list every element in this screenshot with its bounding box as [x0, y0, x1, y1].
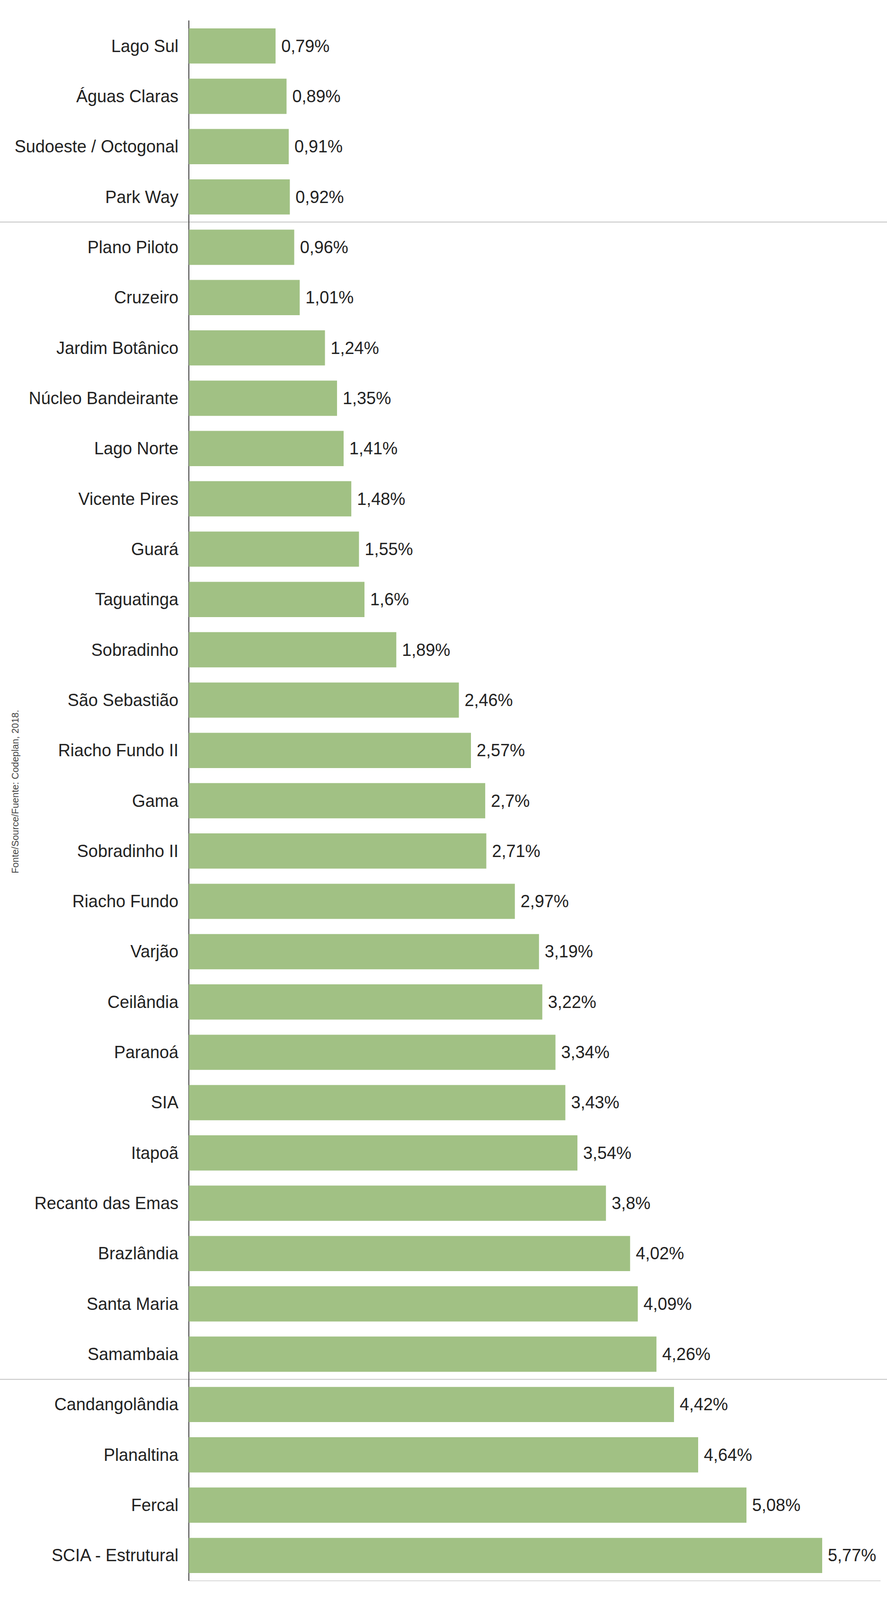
svg-text:3,22%: 3,22% — [548, 992, 597, 1012]
svg-text:Cruzeiro: Cruzeiro — [114, 287, 179, 308]
svg-text:0,89%: 0,89% — [292, 86, 341, 107]
svg-text:São Sebastião: São Sebastião — [67, 690, 179, 710]
svg-text:2,46%: 2,46% — [464, 690, 513, 710]
svg-text:2,97%: 2,97% — [520, 891, 569, 912]
svg-text:1,48%: 1,48% — [356, 489, 406, 509]
svg-text:Varjão: Varjão — [130, 941, 179, 962]
svg-text:2,71%: 2,71% — [491, 841, 541, 861]
svg-text:3,54%: 3,54% — [583, 1143, 632, 1163]
svg-text:Itapoã: Itapoã — [131, 1143, 179, 1163]
svg-text:5,08%: 5,08% — [752, 1495, 801, 1516]
svg-text:Lago Norte: Lago Norte — [94, 438, 179, 459]
svg-text:4,42%: 4,42% — [679, 1394, 728, 1415]
svg-text:Sudoeste / Octogonal: Sudoeste / Octogonal — [14, 136, 179, 157]
svg-text:Plano Piloto: Plano Piloto — [87, 237, 179, 258]
svg-text:Núcleo Bandeirante: Núcleo Bandeirante — [28, 388, 179, 409]
svg-text:4,64%: 4,64% — [703, 1445, 753, 1465]
svg-text:3,34%: 3,34% — [561, 1042, 610, 1063]
svg-text:Fercal: Fercal — [131, 1495, 179, 1516]
svg-text:Paranoá: Paranoá — [114, 1042, 179, 1063]
svg-text:1,01%: 1,01% — [305, 287, 354, 308]
svg-text:Águas Claras: Águas Claras — [76, 86, 179, 107]
svg-text:Planaltina: Planaltina — [103, 1445, 179, 1465]
svg-text:SIA: SIA — [150, 1092, 179, 1113]
svg-text:4,26%: 4,26% — [662, 1344, 711, 1365]
svg-text:0,96%: 0,96% — [300, 237, 349, 258]
svg-text:Guará: Guará — [131, 539, 179, 559]
svg-text:Riacho Fundo: Riacho Fundo — [72, 891, 179, 912]
svg-text:5,77%: 5,77% — [827, 1545, 877, 1566]
svg-text:Gama: Gama — [132, 791, 179, 811]
svg-text:0,92%: 0,92% — [295, 187, 344, 207]
svg-text:2,7%: 2,7% — [490, 791, 530, 811]
svg-text:Sobradinho II: Sobradinho II — [77, 841, 179, 861]
svg-text:3,43%: 3,43% — [570, 1092, 620, 1113]
svg-text:1,89%: 1,89% — [401, 640, 451, 660]
svg-text:Samambaia: Samambaia — [87, 1344, 179, 1365]
svg-text:0,79%: 0,79% — [281, 36, 330, 56]
svg-text:Vicente Pires: Vicente Pires — [78, 489, 179, 509]
svg-text:1,35%: 1,35% — [342, 388, 391, 409]
svg-text:3,8%: 3,8% — [611, 1193, 651, 1214]
svg-text:4,02%: 4,02% — [635, 1243, 684, 1264]
svg-text:Riacho Fundo II: Riacho Fundo II — [58, 740, 179, 761]
svg-text:Santa Maria: Santa Maria — [86, 1294, 179, 1314]
svg-text:0,91%: 0,91% — [294, 136, 343, 157]
svg-text:SCIA - Estrutural: SCIA - Estrutural — [51, 1545, 179, 1566]
svg-text:1,41%: 1,41% — [349, 438, 398, 459]
svg-text:2,57%: 2,57% — [476, 740, 525, 761]
svg-text:Fonte/Source/Fuente: Codeplan,: Fonte/Source/Fuente: Codeplan, 2018. — [9, 709, 21, 874]
svg-text:Taguatinga: Taguatinga — [95, 589, 179, 610]
svg-text:Sobradinho: Sobradinho — [91, 640, 179, 660]
svg-text:Lago Sul: Lago Sul — [111, 36, 179, 56]
svg-text:Brazlândia: Brazlândia — [97, 1243, 179, 1264]
svg-text:Candangolândia: Candangolândia — [54, 1394, 179, 1415]
svg-text:Jardim Botânico: Jardim Botânico — [56, 338, 179, 358]
svg-text:1,6%: 1,6% — [370, 589, 409, 610]
svg-text:Ceilândia: Ceilândia — [107, 992, 179, 1012]
svg-text:1,55%: 1,55% — [364, 539, 413, 559]
svg-text:4,09%: 4,09% — [643, 1294, 692, 1314]
svg-text:1,24%: 1,24% — [330, 338, 380, 358]
svg-text:Recanto das Emas: Recanto das Emas — [34, 1193, 179, 1214]
svg-text:3,19%: 3,19% — [544, 941, 594, 962]
svg-text:Park Way: Park Way — [105, 187, 179, 207]
